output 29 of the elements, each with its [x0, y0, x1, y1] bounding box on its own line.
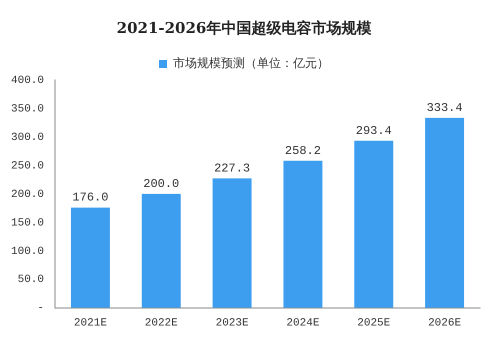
chart-title: 2021-2026年中国超级电容市场规模 [116, 18, 372, 37]
data-label: 227.3 [214, 162, 250, 176]
legend-label: 市场规模预测（单位：亿元） [173, 56, 329, 70]
x-tick-label: 2022E [144, 317, 178, 330]
y-tick-label: 150.0 [10, 217, 44, 230]
data-label: 176.0 [72, 190, 108, 205]
y-tick-label: 400.0 [10, 74, 44, 87]
data-label: 200.0 [143, 177, 180, 192]
x-tick-label: 2023E [216, 317, 249, 330]
bar [212, 178, 252, 308]
x-tick-label: 2024E [286, 317, 320, 330]
y-tick-label: 100.0 [10, 246, 44, 258]
y-tick-label: 250.0 [10, 160, 44, 172]
bar [283, 160, 322, 308]
x-tick-label: 2021E [74, 317, 108, 330]
y-tick-label: 50.0 [18, 274, 44, 286]
x-tick-label: 2026E [428, 317, 462, 330]
data-label: 333.4 [426, 101, 463, 116]
x-tick-label: 2025E [357, 317, 391, 330]
data-label: 258.2 [284, 144, 321, 158]
y-tick-label: 350.0 [10, 103, 44, 116]
y-tick-label: 200.0 [10, 188, 44, 201]
bar [142, 194, 181, 308]
bar [70, 208, 110, 308]
bar [425, 118, 464, 308]
y-tick-label: 300.0 [10, 132, 44, 144]
bar [354, 140, 394, 308]
y-tick-label: - [37, 302, 44, 315]
data-label: 293.4 [356, 124, 392, 138]
